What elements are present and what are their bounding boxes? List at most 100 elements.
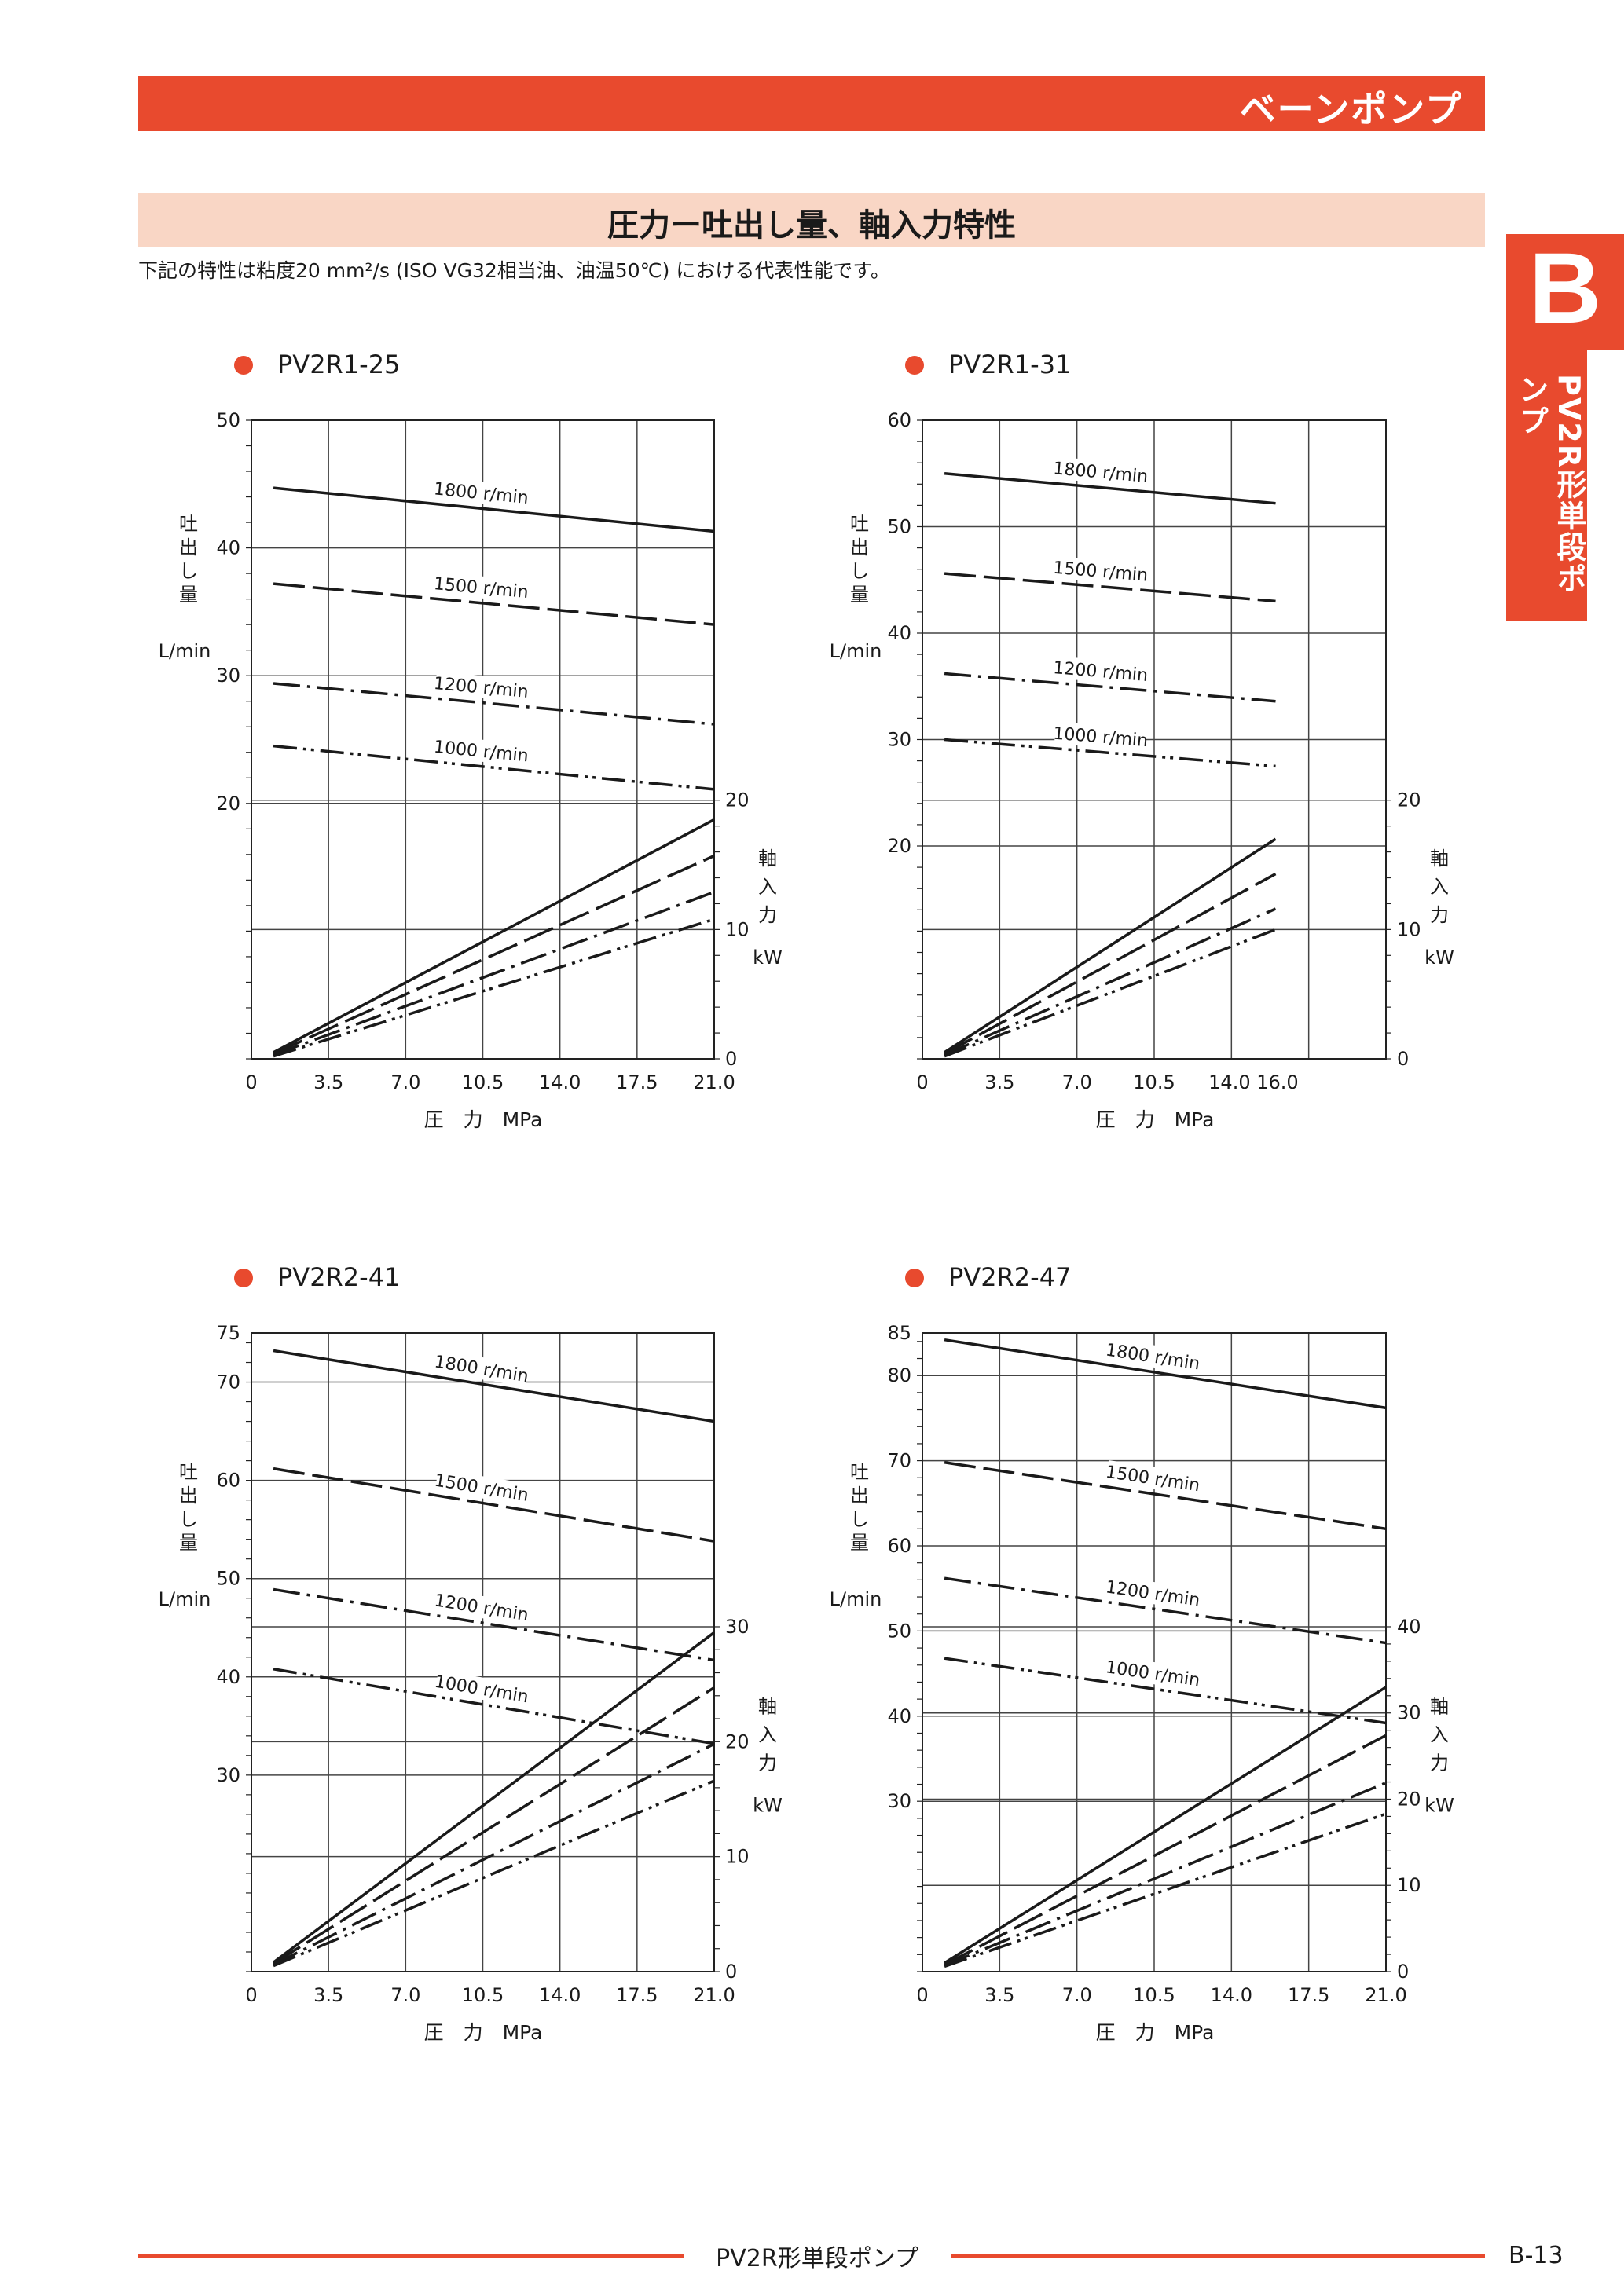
y-tick-label-left: 40	[887, 622, 911, 644]
y-tick-label-left: 50	[216, 1568, 240, 1590]
power-series-line	[273, 1779, 715, 1968]
y-axis-label-right: 力	[758, 904, 777, 926]
flow-series-line	[273, 486, 715, 533]
y-tick-label-right: 10	[725, 1846, 750, 1868]
power-series-line	[944, 837, 1277, 1054]
flow-series-label: 1500 r/min	[1052, 558, 1149, 586]
y-tick-label-left: 75	[216, 1322, 240, 1344]
y-axis-label-right: 軸	[758, 1696, 777, 1718]
chapter-tab[interactable]: B	[1506, 233, 1624, 350]
series-label-bg	[1054, 456, 1147, 487]
x-axis-label: 圧 力 MPa	[424, 2021, 543, 2044]
x-tick-label: 7.0	[1062, 1071, 1092, 1093]
power-series-line	[944, 1686, 1387, 1965]
flow-series-line	[944, 1576, 1387, 1645]
x-tick-label: 17.5	[1288, 1984, 1329, 2006]
y-axis-label-left: 量	[850, 1532, 869, 1554]
y-tick-label-right: 20	[725, 1730, 750, 1752]
y-axis-unit-right: kW	[753, 1795, 783, 1817]
y-tick-label-left: 50	[216, 409, 240, 431]
y-tick-label-right: 10	[1397, 1874, 1421, 1896]
series-label-bg	[434, 1670, 529, 1708]
page-number: B-13	[1509, 2242, 1564, 2269]
chapter-side-tab[interactable]: PV2R形単段ポンプ	[1506, 350, 1587, 621]
x-tick-label: 14.0	[1211, 1984, 1252, 2006]
y-axis-label-right: 入	[1430, 1724, 1449, 1746]
y-tick-label-right: 10	[1397, 918, 1421, 940]
y-axis-unit-right: kW	[1424, 947, 1454, 969]
y-tick-label-right: 0	[1397, 1961, 1409, 1983]
footer-title: PV2R形単段ポンプ	[716, 2245, 918, 2272]
y-tick-label-left: 20	[216, 793, 240, 815]
flow-series-line	[273, 1587, 715, 1662]
y-axis-label-left: 出	[179, 1485, 198, 1507]
y-axis-label-right: 力	[758, 1752, 777, 1774]
chart-title: PV2R2-41	[277, 1262, 400, 1292]
flow-series-line	[944, 572, 1276, 603]
chapter-letter: B	[1528, 233, 1602, 345]
power-series-line	[944, 1812, 1387, 1968]
series-label-bg	[434, 477, 528, 508]
power-series-line	[944, 928, 1277, 1058]
y-axis-label-right: 軸	[758, 848, 777, 870]
y-axis-unit-right: kW	[1424, 1795, 1454, 1817]
y-axis-label-left: 量	[179, 1532, 198, 1554]
y-tick-label-left: 40	[216, 1666, 240, 1688]
footer-rule-right	[951, 2254, 1485, 2258]
series-label-bg	[1054, 721, 1147, 752]
x-tick-label: 0	[245, 1071, 257, 1093]
section-header: 圧力ー吐出し量、軸入力特性	[138, 193, 1485, 247]
y-axis-unit-right: kW	[753, 947, 783, 969]
chart-title: PV2R1-25	[277, 350, 400, 379]
power-series-line	[944, 907, 1277, 1056]
x-tick-label: 0	[916, 1071, 928, 1093]
y-axis-label-left: 吐	[850, 513, 869, 535]
y-axis-label-right: 入	[1430, 876, 1449, 898]
y-tick-label-right: 0	[1397, 1048, 1409, 1070]
chart-bullet-icon	[905, 1269, 924, 1287]
y-tick-label-left: 40	[216, 537, 240, 559]
section-note: 下記の特性は粘度20 mm²/s (ISO VG32相当油、油温50℃) におけ…	[138, 259, 890, 282]
chart-bullet-icon	[234, 1269, 253, 1287]
flow-series-label: 1200 r/min	[433, 674, 530, 702]
x-tick-label: 17.5	[616, 1071, 658, 1093]
y-axis-label-left: 出	[850, 1485, 869, 1507]
flow-series-line	[944, 472, 1276, 505]
y-tick-label-left: 60	[887, 1535, 911, 1557]
x-tick-label: 14.0	[539, 1071, 581, 1093]
power-series-line	[944, 1782, 1387, 1967]
y-tick-label-left: 80	[887, 1364, 911, 1386]
power-series-line	[944, 873, 1277, 1055]
plot-frame	[251, 419, 715, 1060]
series-label-bg	[434, 572, 528, 602]
y-tick-label-right: 0	[725, 1961, 737, 1983]
y-axis-label-left: し	[179, 560, 198, 582]
flow-series-label: 1500 r/min	[433, 574, 530, 602]
power-series-line	[273, 917, 715, 1058]
x-tick-label: 21.0	[1365, 1984, 1406, 2006]
y-axis-label-left: 吐	[179, 1461, 198, 1483]
y-axis-label-left: 量	[179, 584, 198, 606]
y-axis-label-right: 軸	[1430, 1696, 1449, 1718]
y-axis-unit-left: L/min	[159, 640, 211, 662]
flow-series-line	[944, 1461, 1387, 1531]
x-tick-label: 17.5	[616, 1984, 658, 2006]
y-axis-label-left: し	[850, 560, 869, 582]
power-series-line	[273, 890, 715, 1056]
y-tick-label-right: 0	[725, 1048, 737, 1070]
x-tick-label: 7.0	[390, 1984, 420, 2006]
series-label-bg	[1054, 656, 1147, 686]
x-axis-label: 圧 力 MPa	[1096, 1108, 1215, 1131]
y-axis-unit-left: L/min	[159, 1588, 211, 1610]
series-label-bg	[434, 1349, 529, 1386]
power-series-line	[273, 1686, 715, 1965]
flow-series-line	[273, 682, 715, 726]
x-tick-label: 21.0	[693, 1984, 735, 2006]
flow-series-line	[273, 744, 715, 791]
y-axis-unit-left: L/min	[830, 1588, 882, 1610]
flow-series-line	[273, 582, 715, 626]
series-label-bg	[434, 1468, 529, 1506]
flow-series-label: 1000 r/min	[1052, 724, 1149, 752]
y-axis-label-right: 力	[1430, 1752, 1449, 1774]
flow-series-label: 1200 r/min	[1052, 658, 1149, 686]
